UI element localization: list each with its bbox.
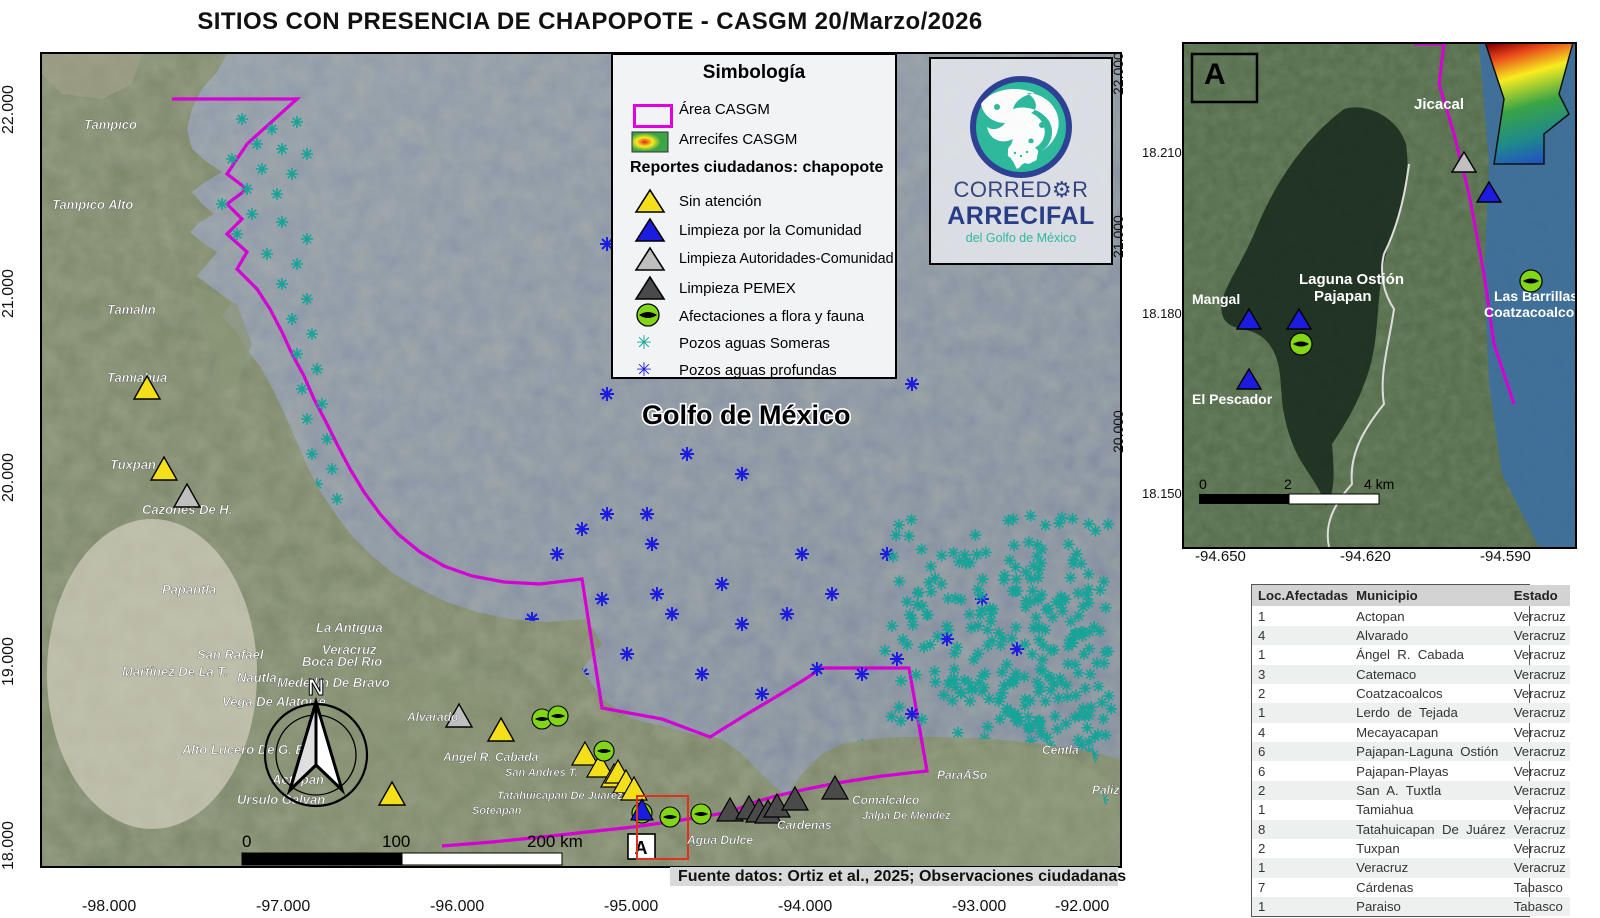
svg-text:Tampico: Tampico [84,117,137,132]
svg-text:Palizada: Palizada [1092,783,1120,797]
svg-text:Centla: Centla [1042,743,1079,757]
svg-text:2: 2 [1284,476,1292,492]
svg-text:Pajapan: Pajapan [1314,288,1372,305]
svg-text:200 km: 200 km [527,832,583,851]
svg-text:Tamiahua: Tamiahua [107,370,167,385]
svg-text:Soteapan: Soteapan [472,805,522,817]
svg-text:Tampico Alto: Tampico Alto [52,197,133,212]
svg-text:Boca Del Rio: Boca Del Rio [302,654,382,669]
svg-text:Alto Lucero De G. B.: Alto Lucero De G. B. [181,742,308,757]
svg-text:Medellin De Bravo: Medellin De Bravo [277,675,390,690]
svg-text:Coatzacoalcos: Coatzacoalcos [1484,304,1575,320]
svg-text:N: N [308,674,325,700]
svg-text:Nautla: Nautla [237,670,277,685]
svg-text:del Golfo de México: del Golfo de México [966,231,1077,245]
svg-text:Cardenas: Cardenas [777,818,832,832]
svg-text:4 km: 4 km [1364,476,1394,492]
svg-text:0: 0 [1199,476,1207,492]
svg-text:Alvarado: Alvarado [406,710,458,724]
svg-text:La Antigua: La Antigua [316,620,383,635]
svg-text:Jalpa De Méndez: Jalpa De Méndez [862,810,951,822]
svg-text:0: 0 [242,832,251,851]
svg-text:Golfo de México: Golfo de México [642,400,851,430]
svg-text:ARRECIFAL: ARRECIFAL [947,202,1095,230]
svg-text:San Rafael: San Rafael [197,647,264,662]
svg-text:Laguna Ostión: Laguna Ostión [1299,271,1404,288]
svg-text:San Andres T.: San Andres T. [505,767,578,779]
svg-text:Papantla: Papantla [162,582,216,597]
svg-text:Mangal: Mangal [1192,291,1240,307]
svg-text:Comalcalco: Comalcalco [852,793,919,807]
svg-text:Tatahuicapan De Juarez: Tatahuicapan De Juarez [497,790,623,802]
svg-text:Tuxpan: Tuxpan [110,457,156,472]
svg-text:Jicacal: Jicacal [1414,96,1464,113]
svg-text:A: A [1204,58,1226,91]
svg-text:CORRED⚙R: CORRED⚙R [954,177,1089,202]
svg-text:Angel R. Cabada: Angel R. Cabada [442,750,539,764]
svg-text:ParaÃSo: ParaÃSo [937,767,987,782]
svg-text:100: 100 [382,832,410,851]
svg-text:Agua Dulce: Agua Dulce [686,833,753,847]
svg-text:Tamalin: Tamalin [107,302,156,317]
svg-text:El Pescador: El Pescador [1192,391,1273,407]
svg-text:Martinez De La T.: Martinez De La T. [122,664,228,679]
